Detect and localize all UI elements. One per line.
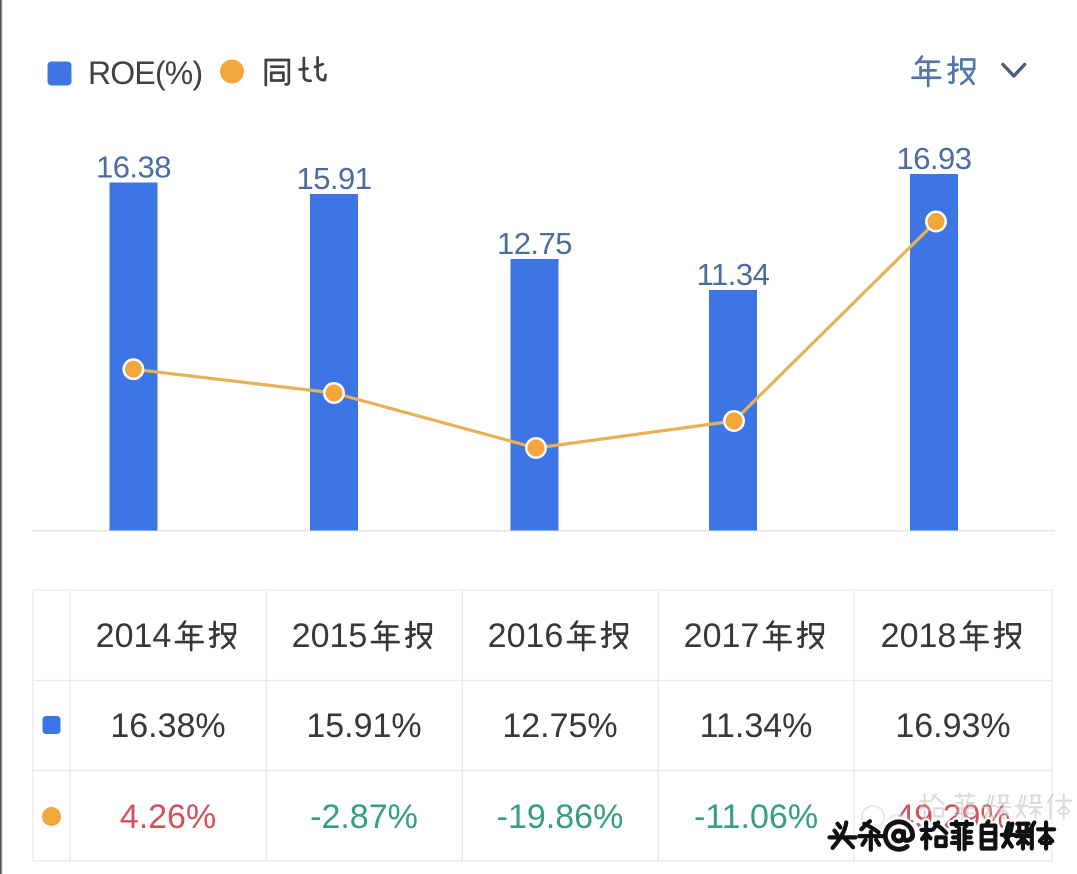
svg-text:16.38%: 16.38% (110, 707, 225, 745)
svg-text:2017: 2017 (684, 617, 760, 655)
svg-text:2016: 2016 (488, 617, 564, 655)
svg-text:16.38: 16.38 (96, 150, 171, 185)
svg-text:11.34%: 11.34% (700, 707, 813, 745)
svg-text:12.75%: 12.75% (502, 707, 617, 745)
svg-text:2015: 2015 (292, 617, 368, 655)
svg-text:-11.06%: -11.06% (694, 798, 818, 836)
svg-text:4.26%: 4.26% (120, 798, 216, 836)
svg-text:-2.87%: -2.87% (310, 798, 418, 836)
svg-text:-19.86%: -19.86% (497, 798, 624, 836)
svg-text:15.91: 15.91 (296, 161, 371, 196)
svg-text:16.93: 16.93 (896, 141, 971, 176)
svg-text:2014: 2014 (96, 617, 172, 655)
svg-text:ROE(%): ROE(%) (88, 55, 202, 91)
svg-text:11.34: 11.34 (697, 257, 770, 292)
svg-text:16.93%: 16.93% (895, 707, 1010, 745)
svg-text:15.91%: 15.91% (306, 707, 421, 745)
svg-text:2018: 2018 (881, 617, 957, 655)
svg-text:12.75: 12.75 (497, 226, 572, 261)
